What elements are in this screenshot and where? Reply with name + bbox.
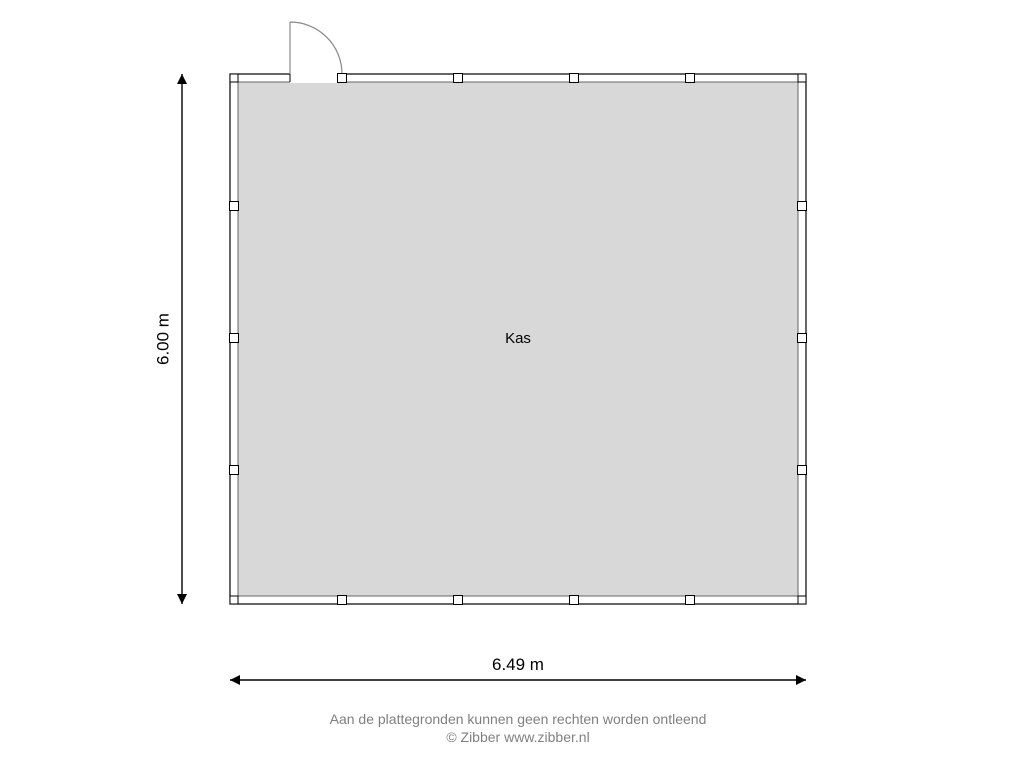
mullion — [798, 466, 807, 475]
mullion — [230, 202, 239, 211]
mullion — [230, 466, 239, 475]
mullion — [686, 596, 695, 605]
mullion — [338, 74, 347, 83]
dimension-arrow — [796, 675, 806, 685]
corner-post — [798, 596, 806, 604]
mullion — [686, 74, 695, 83]
mullion — [454, 74, 463, 83]
door-opening — [290, 73, 342, 83]
corner-post — [798, 74, 806, 82]
mullion — [570, 596, 579, 605]
dimension-arrow — [177, 594, 187, 604]
mullion — [454, 596, 463, 605]
dimension-label-horizontal: 6.49 m — [492, 655, 544, 674]
mullion — [230, 334, 239, 343]
dimension-arrow — [177, 74, 187, 84]
footer-line-1: Aan de plattegronden kunnen geen rechten… — [330, 711, 707, 727]
mullion — [570, 74, 579, 83]
dimension-arrow — [230, 675, 240, 685]
mullion — [798, 202, 807, 211]
door-swing-arc — [290, 22, 342, 74]
footer-line-2: © Zibber www.zibber.nl — [446, 729, 589, 745]
mullion — [338, 596, 347, 605]
room-label: Kas — [505, 330, 531, 347]
corner-post — [230, 74, 238, 82]
corner-post — [230, 596, 238, 604]
dimension-label-vertical: 6.00 m — [153, 313, 172, 365]
mullion — [798, 334, 807, 343]
